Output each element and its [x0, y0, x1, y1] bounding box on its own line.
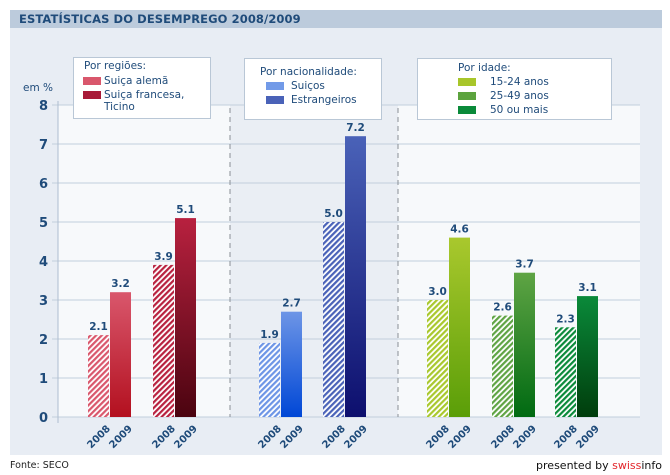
legend-swatch	[458, 92, 476, 100]
bar-value-label: 3.1	[578, 282, 597, 294]
x-tick-label: 2009	[278, 423, 305, 450]
bar-2009	[449, 237, 470, 417]
legend-item-label: 50 ou mais	[490, 104, 548, 116]
x-tick-label: 2009	[511, 423, 538, 450]
y-tick-label: 8	[39, 99, 48, 114]
legend-item-label: Suiça francesa, Ticino	[104, 89, 184, 113]
brand-info: info	[641, 459, 662, 472]
x-tick-label: 2008	[320, 423, 347, 450]
y-tick-label: 3	[39, 294, 48, 309]
x-tick-label: 2008	[424, 423, 451, 450]
y-tick-label: 1	[39, 372, 48, 387]
legend-swatch	[458, 78, 476, 86]
source-note: Fonte: SECO	[10, 460, 69, 471]
bar-2009	[345, 136, 366, 417]
y-axis-label: em %	[23, 82, 53, 94]
y-tick-label: 0	[39, 411, 48, 426]
bar-2008	[555, 327, 576, 417]
legend-item-label: Suiços	[291, 80, 325, 92]
bar-value-label: 2.7	[282, 298, 301, 310]
bar-2008	[492, 315, 513, 417]
y-tick-label: 2	[39, 333, 48, 348]
x-tick-label: 2008	[552, 423, 579, 450]
legend-item-text: 50 ou mais	[490, 104, 549, 116]
legend-item-text: 25-49 anos	[490, 90, 549, 102]
legend-swatch	[83, 91, 101, 99]
x-tick-label: 2009	[342, 423, 369, 450]
bar-value-label: 2.3	[556, 313, 575, 325]
legend-title: Por nacionalidade:	[260, 66, 357, 78]
y-tick-label: 4	[39, 255, 48, 270]
legend-swatch	[458, 106, 476, 114]
bar-2009	[577, 296, 598, 417]
x-tick-label: 2008	[256, 423, 283, 450]
legend-nationality: Por nacionalidade: Suiços Estrangeiros	[244, 58, 382, 120]
bar-value-label: 2.6	[493, 302, 512, 314]
bar-value-label: 3.0	[428, 286, 447, 298]
legend-item-text: Estrangeiros	[291, 94, 357, 106]
presented-prefix: presented by	[536, 459, 613, 472]
legend-title: Por regiões:	[84, 60, 147, 72]
bar-value-label: 2.1	[89, 321, 108, 333]
x-tick-label: 2008	[489, 423, 516, 450]
legend-item-label: Estrangeiros	[291, 94, 357, 106]
bar-value-label: 7.2	[346, 122, 365, 134]
presented-by: presented by swissinfo	[536, 459, 662, 472]
x-tick-label: 2008	[85, 423, 112, 450]
bar-value-label: 5.1	[176, 204, 195, 216]
bar-value-label: 1.9	[260, 329, 279, 341]
brand-swiss: swiss	[612, 459, 642, 472]
legend-item-text-line2: Ticino	[104, 101, 135, 113]
legend-swatch	[83, 77, 101, 85]
legend-title: Por idade:	[458, 62, 511, 74]
bar-value-label: 3.2	[111, 278, 130, 290]
bar-value-label: 5.0	[324, 208, 343, 220]
y-tick-label: 7	[39, 138, 48, 153]
bar-value-label: 3.7	[515, 259, 534, 271]
y-tick-label: 6	[39, 177, 48, 192]
legend-age: Por idade: 15-24 anos 25-49 anos 50 ou mais	[417, 58, 612, 120]
bar-2009	[281, 311, 302, 417]
bar-2008	[88, 335, 109, 417]
legend-item-text: Suiça alemã	[104, 75, 169, 87]
legend-item-label: 25-49 anos	[490, 90, 549, 102]
legend-item-text: 15-24 anos	[490, 76, 549, 88]
bar-2009	[175, 218, 196, 417]
x-tick-label: 2009	[446, 423, 473, 450]
bar-2008	[323, 222, 344, 417]
bar-2008	[259, 342, 280, 417]
bar-2008	[153, 264, 174, 417]
x-tick-label: 2009	[574, 423, 601, 450]
bar-2009	[514, 272, 535, 417]
y-tick-label: 5	[39, 216, 48, 231]
legend-swatch	[266, 96, 284, 104]
x-tick-label: 2008	[150, 423, 177, 450]
x-tick-label: 2009	[107, 423, 134, 450]
legend-item-text: Suiços	[291, 80, 325, 92]
bar-2009	[110, 292, 131, 417]
legend-regions: Por regiões: Suiça alemã Suiça francesa, Ti…	[73, 57, 211, 119]
legend-item-label: Suiça alemã	[104, 75, 168, 87]
chart-title: ESTATÍSTICAS DO DESEMPREGO 2008/2009	[19, 12, 301, 26]
legend-item-label: 15-24 anos	[490, 76, 549, 88]
x-tick-label: 2009	[172, 423, 199, 450]
legend-item-text: Suiça francesa,	[104, 89, 185, 101]
legend-swatch	[266, 82, 284, 90]
bar-2008	[427, 300, 448, 417]
title-bar: ESTATÍSTICAS DO DESEMPREGO 2008/2009	[10, 10, 662, 28]
bar-value-label: 3.9	[154, 251, 173, 263]
bar-value-label: 4.6	[450, 224, 469, 236]
